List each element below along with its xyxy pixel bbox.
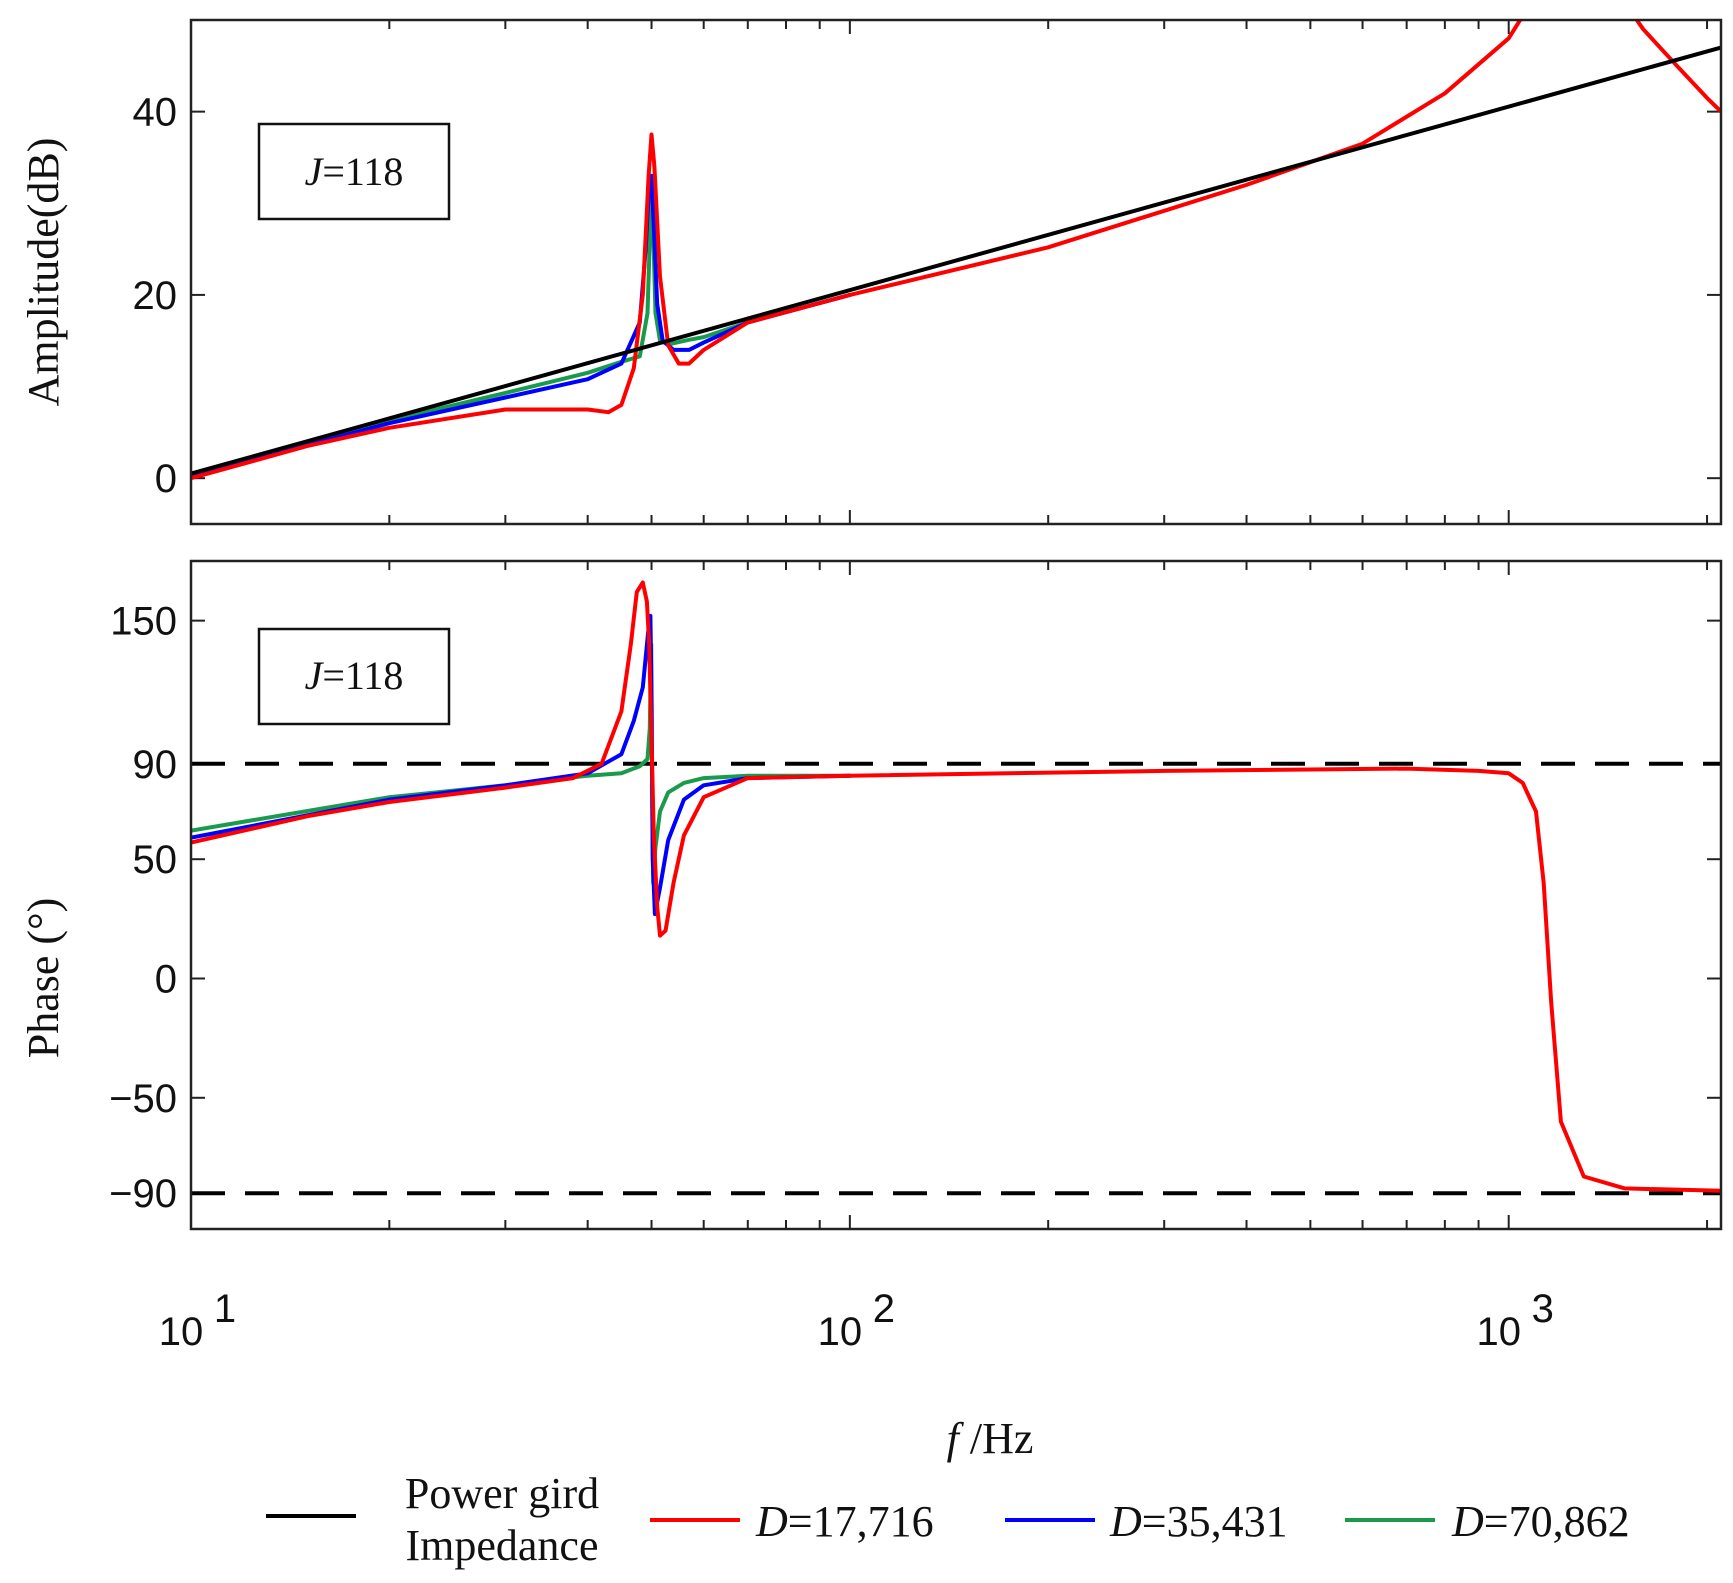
legend-label-d-17716: D=17,716 (755, 1497, 934, 1546)
legend-label-d-35431-value: =35,431 (1142, 1497, 1288, 1546)
amplitude-series (191, 20, 1721, 481)
phase-axes-frame (189, 559, 1723, 1231)
x-axis-label-unit: /Hz (959, 1414, 1034, 1463)
phase-xtick-exponent: 3 (1532, 1287, 1554, 1331)
legend-label-d-17716-symbol: D (755, 1497, 788, 1546)
amp-ytick-label: 40 (133, 91, 178, 135)
legend-label-d-70862: D=70,862 (1451, 1497, 1630, 1546)
amplitude-annotation-symbol: J (305, 149, 325, 194)
amplitude-annotation-value: =118 (322, 149, 403, 194)
legend-label-d-35431: D=35,431 (1109, 1497, 1288, 1546)
phase-xtick-exponent: 2 (873, 1287, 895, 1331)
phase-ytick-label: 50 (133, 838, 178, 882)
amp-series-d-17-716 (191, 20, 1721, 481)
phase-ytick-label: 150 (110, 600, 177, 644)
amplitude-ylabel: Amplitude(dB) (19, 138, 68, 407)
phase-xtick-label: 10 (159, 1310, 204, 1354)
phase-annotation-box (257, 627, 451, 726)
phase-series (191, 580, 1721, 1196)
phase-ytick-label: 90 (133, 743, 178, 787)
legend-label-d-35431-symbol: D (1109, 1497, 1142, 1546)
phase-ytick-label: −50 (109, 1077, 177, 1121)
legend: Power gird Impedance D=17,716 D=35,431 D… (266, 1469, 1630, 1570)
phase-xtick-exponent: 1 (214, 1287, 236, 1331)
amp-ytick-label: 0 (155, 457, 177, 501)
phase-ylabel: Phase (°) (19, 898, 68, 1059)
legend-label-d-70862-symbol: D (1451, 1497, 1484, 1546)
legend-label-d-17716-value: =17,716 (788, 1497, 934, 1546)
legend-label-power-grid-line1: Power gird (405, 1469, 599, 1518)
amplitude-ticks (190, 20, 1721, 524)
x-axis-label: f /Hz (947, 1414, 1034, 1463)
amp-ytick-label: 20 (133, 274, 178, 318)
amp-series-power-gird-impedance (191, 45, 1721, 476)
phase-xtick-label: 10 (1476, 1310, 1521, 1354)
amp-series-d-35-431 (191, 173, 852, 479)
phase-annotation-value: =118 (322, 653, 403, 698)
phase-xtick-label: 10 (818, 1310, 863, 1354)
legend-label-power-grid-line2: Impedance (406, 1521, 599, 1570)
amplitude-axes-frame (189, 18, 1723, 526)
phase-ytick-labels: −90 −50 0 50 90 150 (109, 600, 177, 1217)
amplitude-panel: 0 20 40 Amplitude(dB) J=118 (19, 18, 1723, 526)
phase-ytick-label: 0 (155, 958, 177, 1002)
phase-ytick-label: −90 (109, 1172, 177, 1216)
amplitude-annotation: J=118 (305, 149, 404, 194)
amplitude-annotation-box (257, 122, 451, 221)
phase-annotation-symbol: J (305, 653, 325, 698)
amplitude-ytick-labels: 0 20 40 (133, 91, 178, 502)
phase-series-d-17-716 (191, 580, 1721, 1193)
phase-annotation: J=118 (305, 653, 404, 698)
legend-label-d-70862-value: =70,862 (1484, 1497, 1630, 1546)
